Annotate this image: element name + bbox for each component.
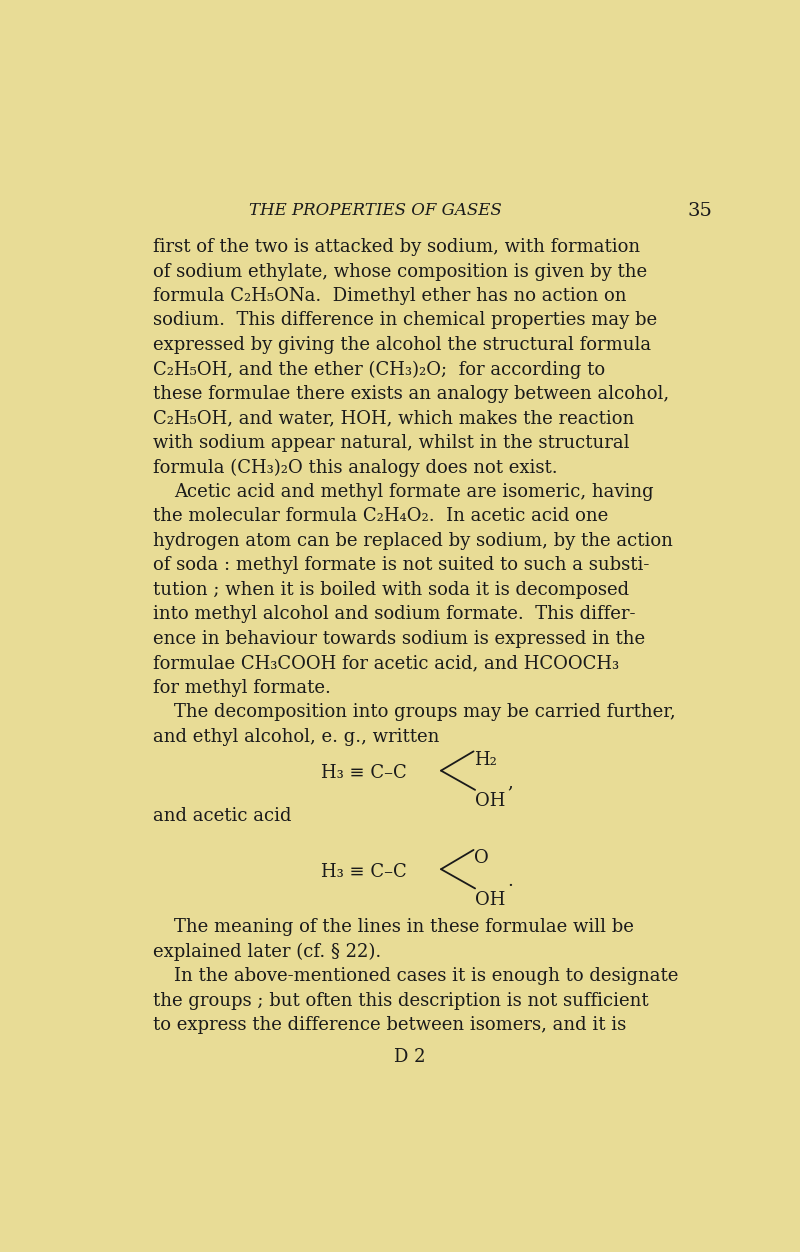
Text: ,: , [508, 774, 514, 791]
Text: The decomposition into groups may be carried further,: The decomposition into groups may be car… [174, 704, 676, 721]
Text: sodium.  This difference in chemical properties may be: sodium. This difference in chemical prop… [153, 312, 657, 329]
Text: with sodium appear natural, whilst in the structural: with sodium appear natural, whilst in th… [153, 434, 630, 452]
Text: formula (CH₃)₂O this analogy does not exist.: formula (CH₃)₂O this analogy does not ex… [153, 458, 558, 477]
Text: these formulae there exists an analogy between alcohol,: these formulae there exists an analogy b… [153, 384, 669, 403]
Text: O: O [474, 849, 488, 868]
Text: H₃ ≡ C–C: H₃ ≡ C–C [321, 765, 406, 782]
Text: H₂: H₂ [474, 751, 497, 769]
Text: ence in behaviour towards sodium is expressed in the: ence in behaviour towards sodium is expr… [153, 630, 645, 647]
Text: THE PROPERTIES OF GASES: THE PROPERTIES OF GASES [249, 202, 502, 219]
Text: of sodium ethylate, whose composition is given by the: of sodium ethylate, whose composition is… [153, 263, 647, 280]
Text: for methyl formate.: for methyl formate. [153, 679, 330, 697]
Text: OH: OH [475, 890, 506, 909]
Text: Acetic acid and methyl formate are isomeric, having: Acetic acid and methyl formate are isome… [174, 483, 654, 501]
Text: .: . [508, 873, 514, 890]
Text: to express the difference between isomers, and it is: to express the difference between isomer… [153, 1017, 626, 1034]
Text: The meaning of the lines in these formulae will be: The meaning of the lines in these formul… [174, 919, 634, 936]
Text: In the above-mentioned cases it is enough to designate: In the above-mentioned cases it is enoug… [174, 968, 678, 985]
Text: OH: OH [475, 793, 506, 810]
Text: C₂H₅OH, and the ether (CH₃)₂O;  for according to: C₂H₅OH, and the ether (CH₃)₂O; for accor… [153, 361, 605, 378]
Text: and acetic acid: and acetic acid [153, 806, 291, 825]
Text: D 2: D 2 [394, 1048, 426, 1067]
Text: C₂H₅OH, and water, HOH, which makes the reaction: C₂H₅OH, and water, HOH, which makes the … [153, 409, 634, 427]
Text: and ethyl alcohol, e. g., written: and ethyl alcohol, e. g., written [153, 727, 439, 746]
Text: first of the two is attacked by sodium, with formation: first of the two is attacked by sodium, … [153, 238, 640, 255]
Text: H₃ ≡ C–C: H₃ ≡ C–C [321, 863, 406, 881]
Text: the groups ; but often this description is not sufficient: the groups ; but often this description … [153, 992, 648, 1010]
Text: explained later (cf. § 22).: explained later (cf. § 22). [153, 943, 381, 962]
Text: expressed by giving the alcohol the structural formula: expressed by giving the alcohol the stru… [153, 336, 651, 354]
Text: hydrogen atom can be replaced by sodium, by the action: hydrogen atom can be replaced by sodium,… [153, 532, 673, 550]
Text: into methyl alcohol and sodium formate.  This differ-: into methyl alcohol and sodium formate. … [153, 605, 635, 623]
Text: the molecular formula C₂H₄O₂.  In acetic acid one: the molecular formula C₂H₄O₂. In acetic … [153, 507, 608, 526]
Text: formulae CH₃COOH for acetic acid, and HCOOCH₃: formulae CH₃COOH for acetic acid, and HC… [153, 655, 619, 672]
Text: tution ; when it is boiled with soda it is decomposed: tution ; when it is boiled with soda it … [153, 581, 629, 598]
Text: formula C₂H₅ONa.  Dimethyl ether has no action on: formula C₂H₅ONa. Dimethyl ether has no a… [153, 287, 626, 305]
Text: of soda : methyl formate is not suited to such a substi-: of soda : methyl formate is not suited t… [153, 556, 649, 575]
Text: 35: 35 [687, 202, 712, 220]
